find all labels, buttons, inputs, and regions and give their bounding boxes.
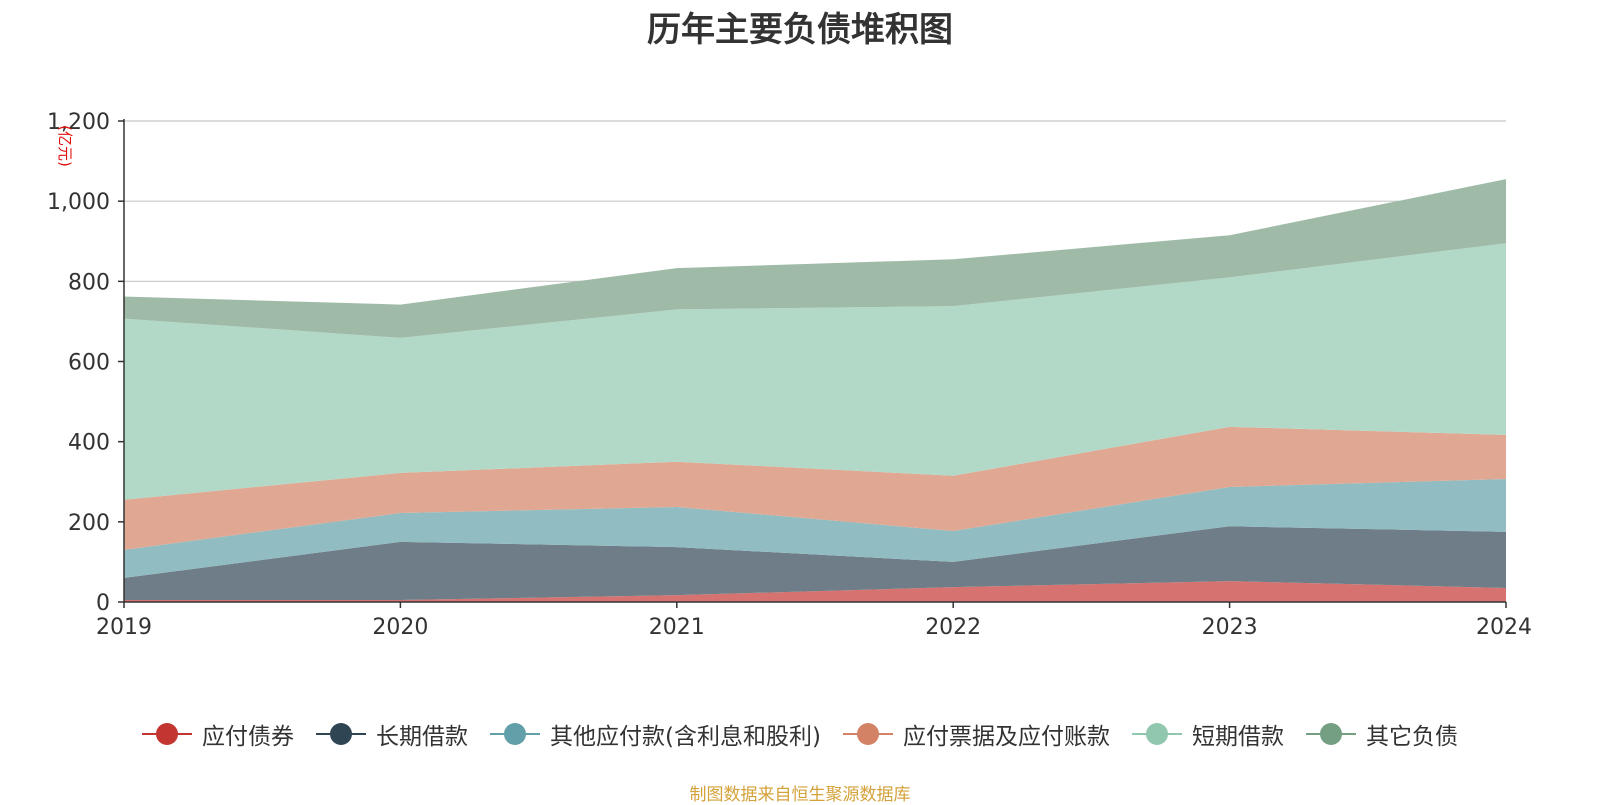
- legend-item-3[interactable]: 应付票据及应付账款: [842, 717, 1110, 751]
- legend-label: 应付票据及应付账款: [902, 724, 1110, 750]
- y-tick-label-4: 800: [68, 270, 110, 295]
- area-series-4: [124, 243, 1506, 500]
- legend-item-2[interactable]: 其他应付款(含利息和股利): [490, 717, 821, 751]
- legend-item-5[interactable]: 其它负债: [1305, 717, 1458, 751]
- y-tick-label-0: 0: [96, 591, 110, 616]
- axes: [118, 119, 1507, 608]
- x-tick-label-1: 2020: [372, 615, 428, 640]
- legend-label: 应付债券: [202, 724, 295, 750]
- area-series-2: [124, 478, 1506, 578]
- area-series-1: [124, 526, 1506, 600]
- tick-labels: 0 200 400 600 800 1,000 1,200 2019 2020 2021 2022 2…: [47, 110, 1532, 640]
- legend-label: 长期借款: [376, 724, 469, 750]
- legend: 应付债券 长期借款 其他应付款(含利息和股利) 应付票据及应付账款 短期借款 其它负债: [0, 717, 1600, 751]
- chart-title: 历年主要负债堆积图: [647, 10, 953, 50]
- area-series-3: [124, 426, 1506, 550]
- legend-marker-icon: [1305, 722, 1356, 746]
- legend-label: 其他应付款(含利息和股利): [550, 724, 821, 750]
- x-tick-label-3: 2022: [925, 615, 981, 640]
- legend-label: 其它负债: [1365, 724, 1458, 750]
- x-tick-label-2: 2021: [649, 615, 705, 640]
- y-tick-label-3: 600: [68, 351, 110, 376]
- legend-item-4[interactable]: 短期借款: [1131, 717, 1284, 751]
- x-tick-label-4: 2023: [1202, 615, 1258, 640]
- area-series-5: [124, 179, 1506, 338]
- y-axis-unit-label: (亿元): [56, 125, 74, 167]
- y-tick-label-1: 200: [68, 511, 110, 536]
- legend-marker-icon: [142, 722, 193, 746]
- y-tick-label-6: 1,200: [47, 110, 110, 135]
- legend-label: 短期借款: [1191, 724, 1284, 750]
- legend-marker-icon: [316, 722, 367, 746]
- legend-marker-icon: [1131, 722, 1182, 746]
- x-tick-label-0: 2019: [96, 615, 152, 640]
- x-tick-label-5: 2024: [1476, 615, 1532, 640]
- legend-item-1[interactable]: 长期借款: [316, 717, 468, 751]
- y-tick-label-2: 400: [68, 431, 110, 456]
- stacked-areas: [124, 179, 1506, 602]
- area-series-0: [124, 581, 1506, 602]
- legend-item-0[interactable]: 应付债券: [142, 717, 294, 751]
- legend-marker-icon: [842, 722, 893, 746]
- legend-marker-icon: [490, 722, 541, 746]
- source-note: 制图数据来自恒生聚源数据库: [689, 785, 911, 805]
- y-tick-label-5: 1,000: [47, 190, 110, 215]
